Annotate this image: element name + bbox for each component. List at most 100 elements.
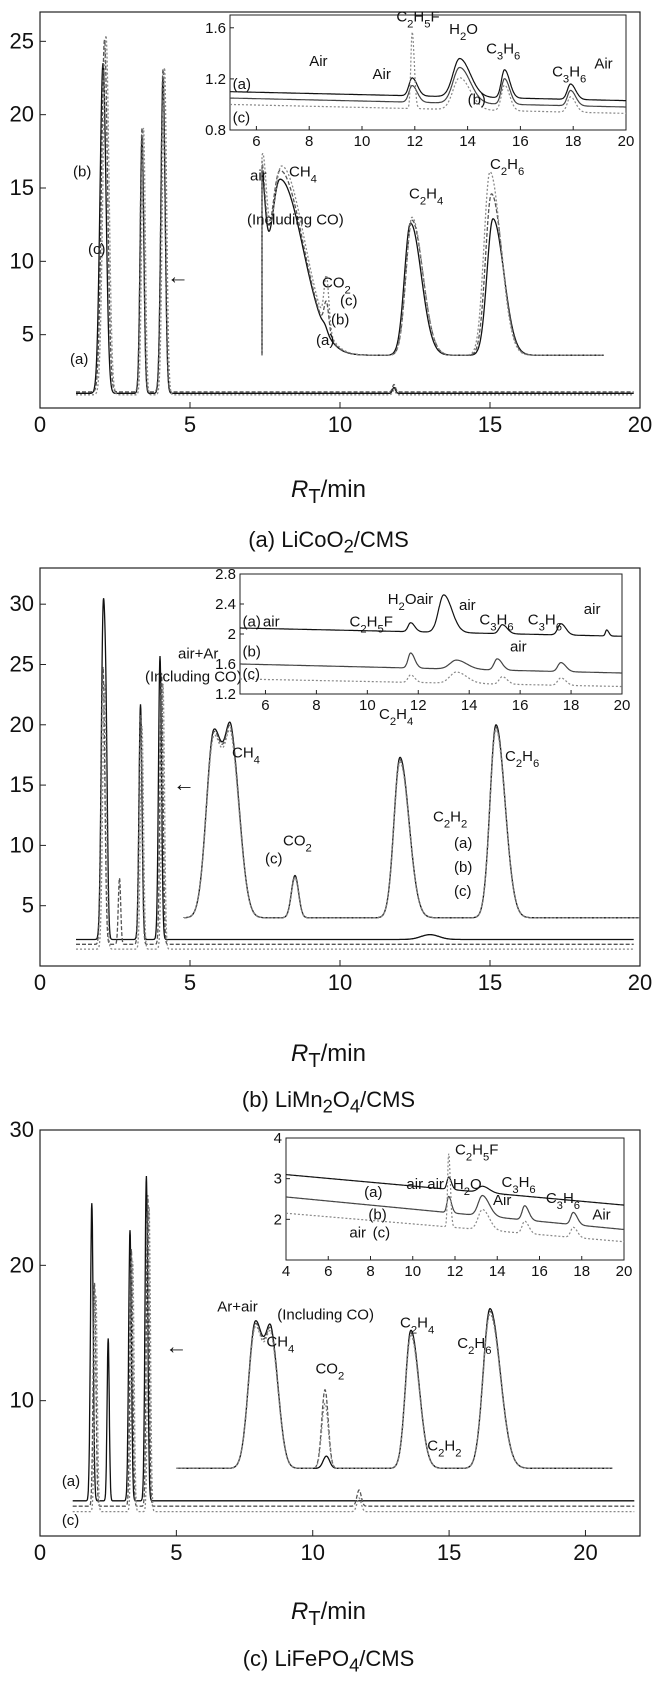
series-line xyxy=(76,39,634,393)
inset-series-line xyxy=(286,1194,624,1231)
y-tick-label: 10 xyxy=(10,248,34,273)
inset-label: (a) xyxy=(233,76,251,93)
peak-label: (c) xyxy=(265,850,283,867)
inset-x-tick-label: 20 xyxy=(618,133,635,150)
plot-frame xyxy=(39,1129,641,1537)
inset-label: C3H6 xyxy=(528,611,562,633)
x-tick-label: 15 xyxy=(478,412,502,437)
inset-label: (a) xyxy=(243,614,261,631)
inset-label: (b) xyxy=(468,91,486,108)
inset-label: C3H6 xyxy=(552,63,586,85)
peak-label: (b) xyxy=(331,311,349,328)
peak-label: air+Ar xyxy=(178,645,218,662)
x-tick-label: 15 xyxy=(478,970,502,995)
inset-y-tick-label: 2.4 xyxy=(215,596,236,613)
inset-label: C3H6 xyxy=(486,40,520,62)
x-tick-label: 5 xyxy=(170,1540,182,1565)
inset-x-tick-label: 8 xyxy=(312,697,320,714)
peak-label: CH4 xyxy=(289,163,317,185)
inset-label: (b) xyxy=(368,1206,386,1223)
inset-series-line xyxy=(230,57,626,102)
series-label: (c) xyxy=(62,1512,79,1529)
series-line xyxy=(76,63,634,394)
y-tick-label: 25 xyxy=(10,651,34,676)
arrow-indicator: ← xyxy=(167,263,189,288)
inset-x-tick-label: 6 xyxy=(324,1263,332,1280)
peak-label: (a) xyxy=(454,835,472,852)
x-axis-label-c: RT/min xyxy=(291,1598,366,1630)
inset-series-line xyxy=(240,671,622,688)
inset-y-tick-label: 2.8 xyxy=(215,566,236,583)
inset-series-line xyxy=(240,594,622,637)
inset-x-tick-label: 10 xyxy=(359,697,376,714)
inset-label: Air xyxy=(309,53,327,70)
peak-label: (Including CO) xyxy=(145,668,242,685)
series-label: (a) xyxy=(62,1473,80,1490)
inset-x-tick-label: 12 xyxy=(447,1263,464,1280)
x-tick-label: 20 xyxy=(628,412,652,437)
peak-label: C2H6 xyxy=(505,748,539,770)
inset-label: Air xyxy=(594,56,612,73)
y-tick-label: 5 xyxy=(22,893,34,918)
inset-x-tick-label: 18 xyxy=(565,133,582,150)
x-tick-label: 0 xyxy=(34,412,46,437)
inset-x-tick-label: 18 xyxy=(563,697,580,714)
series-label: (b) xyxy=(73,163,91,180)
inset-x-tick-label: 6 xyxy=(261,697,269,714)
panel-caption-a: (a) LiCoO2/CMS xyxy=(248,527,409,557)
inset-label: air xyxy=(510,638,527,655)
series-line xyxy=(76,35,634,396)
inset-label: (c) xyxy=(233,109,251,126)
chart-panel-c: 0 5 10 15 20 10 20 30 Ar+air (Including CO) CH4 CO2… xyxy=(10,1117,641,1565)
inset-label: (b) xyxy=(243,644,261,661)
x-axis-label-b: RT/min xyxy=(291,1040,366,1072)
inset-label: air xyxy=(459,597,476,614)
x-tick-label: 10 xyxy=(300,1540,324,1565)
inset-y-tick-label: 2 xyxy=(228,626,236,643)
expanded-series-line xyxy=(183,728,640,919)
peak-label: CO2 xyxy=(322,275,351,297)
y-tick-label: 15 xyxy=(10,175,34,200)
inset-y-tick-label: 2 xyxy=(274,1211,282,1228)
inset-label: air xyxy=(349,1225,366,1242)
x-tick-label: 10 xyxy=(328,412,352,437)
inset-x-tick-label: 12 xyxy=(410,697,427,714)
peak-label: CO2 xyxy=(315,1361,344,1383)
inset-series-line xyxy=(286,1174,624,1206)
series-label: (c) xyxy=(88,241,106,258)
peak-label: CO2 xyxy=(283,832,312,854)
inset-x-tick-label: 16 xyxy=(531,1263,548,1280)
inset-x-tick-label: 14 xyxy=(461,697,478,714)
inset-x-tick-label: 12 xyxy=(406,133,423,150)
inset-x-tick-label: 6 xyxy=(252,133,260,150)
peak-label: (a) xyxy=(316,332,334,349)
y-tick-label: 20 xyxy=(10,712,34,737)
inset-x-tick-label: 8 xyxy=(305,133,313,150)
series-line xyxy=(76,598,634,941)
inset-label: C2H5F xyxy=(455,1141,498,1163)
inset-label: H2Oair xyxy=(388,591,433,613)
peak-label: (Including CO) xyxy=(277,1306,374,1323)
inset-y-tick-label: 0.8 xyxy=(205,122,226,139)
series-line xyxy=(76,683,634,950)
panel-caption-b: (b) LiMn2O4/CMS xyxy=(241,1087,416,1117)
series-label: (a) xyxy=(70,351,88,368)
peak-label: C2H4 xyxy=(379,706,413,728)
inset-x-tick-label: 4 xyxy=(282,1263,290,1280)
inset-x-tick-label: 10 xyxy=(354,133,371,150)
arrow-indicator: ← xyxy=(165,1333,187,1358)
x-tick-label: 10 xyxy=(328,970,352,995)
expanded-series-line xyxy=(261,160,604,356)
x-tick-label: 20 xyxy=(573,1540,597,1565)
inset-label: C2H5F xyxy=(350,614,393,636)
peak-label: air xyxy=(250,168,267,185)
y-tick-label: 30 xyxy=(10,591,34,616)
inset-label: H2O xyxy=(453,1176,482,1198)
series-line xyxy=(72,1194,635,1507)
inset-y-tick-label: 4 xyxy=(274,1130,282,1147)
inset-label: (a) xyxy=(364,1184,382,1201)
inset-frame xyxy=(229,14,627,131)
inset-label: (c) xyxy=(243,666,261,683)
y-tick-label: 20 xyxy=(10,102,34,127)
inset-label: C2H5F xyxy=(396,8,439,30)
